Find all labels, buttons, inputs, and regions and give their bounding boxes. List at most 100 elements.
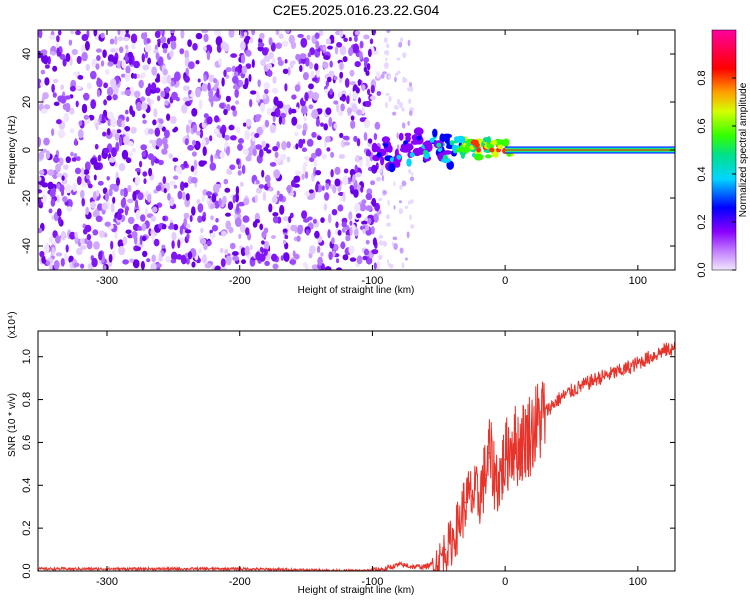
spectrogram-speckle (157, 123, 163, 130)
spectrogram-speckle (56, 173, 63, 178)
spectrogram-ridge-point (464, 143, 471, 153)
spectrogram-speckle (290, 108, 297, 114)
spectrogram-ridge-point (376, 152, 382, 158)
spectrogram-speckle (173, 126, 179, 132)
spectrogram-speckle (201, 30, 209, 34)
spectrogram-speckle (259, 253, 266, 262)
spectrogram-speckle (361, 220, 368, 225)
spectrogram-speckle (60, 189, 65, 197)
spectrogram-speckle (404, 205, 409, 209)
spectrogram-speckle (103, 99, 107, 106)
spectrogram-speckle (354, 30, 361, 36)
spectrogram-speckle (259, 32, 265, 40)
spectrogram-speckle (262, 94, 267, 100)
spectrogram-speckle (320, 122, 324, 127)
spectrogram-speckle (269, 124, 277, 134)
spectrogram-speckle (118, 245, 126, 256)
spectrogram-speckle (111, 147, 117, 158)
spectrogram-speckle (151, 206, 158, 213)
spectrogram-speckle (336, 102, 340, 113)
snr-scale-label: (x10⁴) (7, 311, 18, 338)
spectrogram-speckle (157, 95, 161, 102)
spectrogram-ridge-point (406, 158, 412, 167)
spectrogram-speckle (114, 133, 120, 141)
spectrogram-speckle (410, 224, 415, 229)
spectrogram-speckle (121, 73, 126, 78)
spectrogram-speckle (115, 47, 119, 53)
spectrogram-speckle (293, 175, 300, 183)
spectrogram-speckle (387, 74, 392, 80)
spectrogram-speckle (232, 251, 239, 256)
spectrogram-speckle (123, 135, 130, 145)
spectrogram-speckle (91, 257, 98, 268)
spectrogram-speckle (325, 107, 332, 115)
spectrogram-speckle (179, 48, 185, 55)
spectrogram-speckle (219, 151, 225, 159)
spectrogram-speckle (317, 135, 322, 141)
snr-data-point (570, 390, 573, 392)
spectrogram-speckle (183, 160, 188, 168)
spectrogram-speckle (376, 260, 381, 270)
spectrogram-speckle (408, 200, 411, 205)
spectrogram-ridge-point (409, 152, 415, 158)
spectrogram-speckle (84, 238, 88, 245)
spectrogram-speckle (171, 240, 175, 249)
spectrogram-ridge-point (405, 134, 411, 143)
spectrogram-speckle (182, 96, 189, 102)
snr-x-tick-label: 0 (502, 576, 508, 588)
spectrogram-speckle (120, 90, 126, 96)
spectrogram-speckle (317, 256, 323, 266)
spectrogram-speckle (129, 86, 135, 97)
spectrogram-x-tick-label: 0 (502, 275, 508, 287)
spectrogram-speckle (388, 95, 392, 103)
spectrogram-speckle (56, 194, 60, 203)
spectrogram-speckle (200, 227, 204, 234)
spectrogram-speckle (165, 256, 171, 263)
spectrogram-speckle (83, 92, 90, 101)
spectrogram-ridge-point (476, 147, 482, 153)
spectrogram-speckle (232, 109, 238, 117)
spectrogram-speckle (266, 63, 273, 69)
spectrogram-speckle (400, 37, 404, 43)
spectrogram-speckle (102, 49, 107, 58)
spectrogram-speckle (161, 137, 168, 146)
spectrogram-speckle (332, 244, 339, 251)
spectrogram-speckle (62, 58, 67, 67)
spectrogram-speckle (108, 253, 113, 263)
spectrogram-speckle (77, 75, 84, 80)
spectrogram-speckle (120, 188, 124, 196)
spectrogram-speckle (131, 231, 138, 239)
spectrogram-speckle (305, 229, 310, 236)
spectrogram-speckle (238, 138, 244, 144)
spectrogram-speckle (365, 149, 372, 158)
spectrogram-speckle (224, 187, 231, 193)
spectrogram-speckle (261, 169, 265, 178)
spectrogram-speckle (169, 50, 174, 58)
spectrogram-speckle (302, 72, 309, 81)
spectrogram-speckle (241, 65, 248, 75)
spectrogram-speckle (304, 156, 311, 161)
spectrogram-speckle (316, 69, 320, 78)
spectrogram-speckle (95, 122, 99, 131)
spectrogram-speckle (287, 66, 291, 76)
spectrogram-speckle (183, 85, 188, 91)
spectrogram-speckle (266, 149, 272, 154)
spectrogram-speckle (365, 205, 373, 212)
spectrogram-speckle (393, 105, 399, 110)
spectrogram-speckle (230, 105, 236, 111)
spectrogram-speckle (128, 151, 133, 159)
snr-data-point (488, 452, 491, 454)
spectrogram-speckle (135, 209, 141, 220)
spectrogram-speckle (152, 119, 157, 126)
spectrogram-speckle (314, 230, 320, 239)
spectrogram-speckle (303, 114, 307, 122)
snr-data-point (530, 430, 533, 433)
spectrogram-speckle (235, 192, 239, 203)
spectrogram-speckle (92, 210, 98, 218)
spectrogram-ridge-point (473, 153, 484, 161)
spectrogram-speckle (343, 168, 349, 174)
spectrogram-speckle (56, 119, 62, 125)
spectrogram-speckle (330, 37, 335, 43)
spectrogram-speckle (63, 253, 68, 261)
spectrogram-speckle (255, 180, 260, 185)
